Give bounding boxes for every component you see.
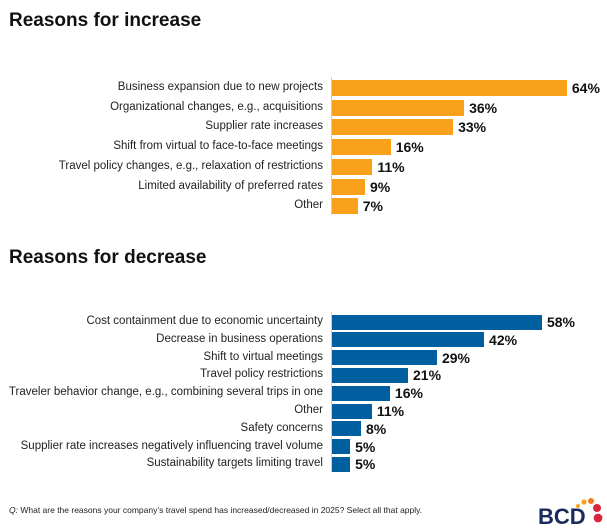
value-label: 11% xyxy=(377,158,405,175)
value-label: 16% xyxy=(395,139,424,156)
bar xyxy=(332,198,358,215)
category-label: Cost containment due to economic uncerta… xyxy=(86,315,323,327)
svg-text:BCD: BCD xyxy=(538,504,586,527)
value-label: 8% xyxy=(365,420,387,437)
bar xyxy=(332,158,373,175)
category-label: Shift from virtual to face-to-face meeti… xyxy=(113,140,323,153)
bar xyxy=(332,119,454,136)
value-label: 42% xyxy=(489,331,518,348)
category-label: Supplier rate increases xyxy=(205,120,323,133)
category-label: Traveler behavior change, e.g., combinin… xyxy=(8,386,323,399)
increase-title: Reasons for increase xyxy=(9,10,202,31)
bar xyxy=(332,350,437,366)
value-label: 21% xyxy=(413,367,442,384)
category-label: Safety concerns xyxy=(240,421,323,434)
category-label: Travel policy restrictions xyxy=(200,368,323,381)
bar xyxy=(332,385,390,401)
value-label: 64% xyxy=(571,80,600,96)
footnote: Q: What are the reasons your company’s t… xyxy=(9,505,422,515)
bcd-logo: BCD xyxy=(538,498,603,527)
value-label: 9% xyxy=(370,178,391,195)
axis-line xyxy=(331,312,332,473)
value-label: 58% xyxy=(546,314,575,330)
bar xyxy=(332,80,567,96)
category-label: Shift to virtual meetings xyxy=(203,350,323,363)
bar xyxy=(332,456,351,472)
axis-line xyxy=(331,77,332,216)
bar xyxy=(332,421,361,437)
value-label: 33% xyxy=(458,119,487,136)
category-label: Limited availability of preferred rates xyxy=(138,179,323,192)
value-label: 36% xyxy=(469,99,498,116)
value-label: 11% xyxy=(376,403,405,419)
bar xyxy=(332,439,351,455)
footnote-text: What are the reasons your company’s trav… xyxy=(17,505,423,515)
footnote-prefix: Q: xyxy=(9,505,18,515)
category-label: Business expansion due to new projects xyxy=(117,81,323,93)
value-label: 16% xyxy=(394,385,423,402)
value-label: 7% xyxy=(362,198,383,215)
bar xyxy=(332,178,366,195)
value-label: 29% xyxy=(441,349,470,366)
bar xyxy=(332,332,485,348)
category-label: Other xyxy=(294,404,323,416)
bar xyxy=(332,367,409,383)
category-label: Other xyxy=(294,199,323,212)
category-label: Supplier rate increases negatively influ… xyxy=(20,439,323,452)
value-label: 5% xyxy=(355,438,376,455)
decrease-title: Reasons for decrease xyxy=(9,247,207,268)
category-label: Sustainability targets limiting travel xyxy=(146,457,323,470)
bar xyxy=(332,99,465,116)
bar xyxy=(332,139,391,156)
category-label: Travel policy changes, e.g., relaxation … xyxy=(58,159,323,172)
bar xyxy=(332,314,542,330)
category-label: Decrease in business operations xyxy=(156,332,323,345)
bar xyxy=(332,403,372,419)
category-label: Organizational changes, e.g., acquisitio… xyxy=(110,100,323,113)
value-label: 5% xyxy=(355,456,376,473)
